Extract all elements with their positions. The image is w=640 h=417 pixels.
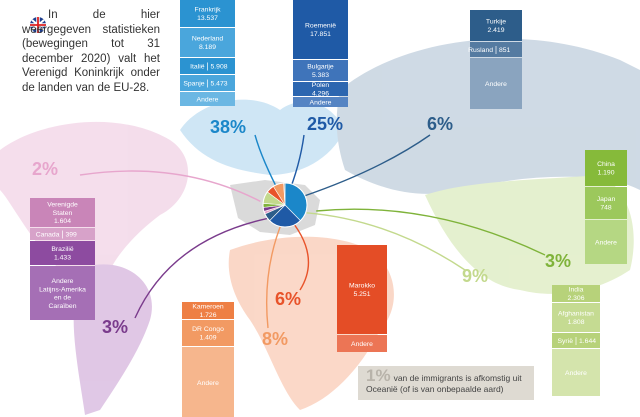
country-name: Verenigde Staten bbox=[47, 201, 78, 216]
region-share: 2% bbox=[32, 159, 58, 179]
country-value: 2.419 bbox=[487, 27, 504, 34]
oceania-text: van de immigrants is afkomstig uit Ocean… bbox=[366, 373, 522, 394]
arrow bbox=[266, 219, 284, 329]
region-share: 6% bbox=[275, 289, 301, 309]
box-row bbox=[180, 0, 235, 27]
arrow bbox=[306, 212, 466, 271]
region-share: 8% bbox=[262, 329, 288, 349]
box-row bbox=[470, 58, 522, 109]
country-name: Andere bbox=[197, 96, 219, 103]
box-row bbox=[293, 60, 348, 81]
country-name: Syrië bbox=[558, 338, 574, 345]
region-share: 9% bbox=[462, 266, 488, 286]
country-value: 5.908 bbox=[211, 63, 228, 70]
country-value: 8.189 bbox=[199, 44, 216, 51]
country-name: Nederland bbox=[192, 36, 224, 43]
box-row bbox=[552, 303, 600, 332]
country-name: Brazilië bbox=[51, 246, 74, 253]
box-row bbox=[182, 347, 234, 417]
arrow bbox=[302, 134, 431, 198]
note: In de hier weergegeven statistieken (bew… bbox=[22, 8, 160, 95]
country-name: Andere bbox=[485, 81, 507, 88]
country-name: Andere Latijns-Amerika en de Caraïben bbox=[39, 278, 86, 310]
box-row bbox=[585, 150, 627, 186]
region-share: 25% bbox=[307, 114, 343, 134]
country-value: 1.409 bbox=[199, 334, 216, 341]
box-row bbox=[337, 245, 387, 334]
arrow bbox=[134, 217, 268, 319]
country-name: Rusland bbox=[468, 47, 493, 54]
arrow bbox=[316, 208, 546, 256]
box-row bbox=[552, 285, 600, 302]
region-share: 6% bbox=[427, 114, 453, 134]
arrow bbox=[79, 170, 261, 203]
country-name: India bbox=[569, 287, 584, 294]
country-value: 851 bbox=[499, 47, 511, 54]
country-name: Andere bbox=[310, 99, 332, 106]
country-name: Polen bbox=[312, 82, 330, 89]
country-name: Roemenië bbox=[305, 23, 336, 30]
box-row bbox=[180, 92, 235, 106]
pie bbox=[262, 182, 308, 228]
uk-flag bbox=[30, 17, 46, 33]
country-value: 1.433 bbox=[54, 254, 71, 261]
country-name: Japan bbox=[597, 196, 616, 203]
country-name: Andere bbox=[197, 380, 219, 387]
country-name: Kameroen bbox=[192, 304, 224, 311]
country-name: Andere bbox=[351, 341, 373, 348]
country-name: Canada bbox=[36, 231, 60, 238]
box-row bbox=[337, 335, 387, 352]
box-row bbox=[470, 10, 522, 41]
box-row bbox=[585, 220, 627, 264]
country-name: DR Congo bbox=[192, 326, 224, 333]
country-value: 748 bbox=[600, 204, 612, 211]
box-row bbox=[180, 28, 235, 57]
country-name: Bulgarije bbox=[307, 64, 334, 71]
footnote: 1% van de immigrants is afkomstig uit Oce… bbox=[358, 366, 534, 400]
country-name: Afghanistan bbox=[558, 311, 594, 318]
box-row bbox=[182, 302, 234, 319]
country-value: 5.383 bbox=[312, 72, 329, 79]
country-value: 5.251 bbox=[353, 291, 370, 298]
box-row bbox=[293, 97, 348, 107]
oceania-share: 1% bbox=[366, 366, 391, 385]
country-name: Spanje bbox=[183, 80, 204, 87]
country-name: China bbox=[597, 161, 615, 168]
country-value: 1.726 bbox=[199, 312, 216, 319]
country-name: Turkije bbox=[486, 19, 506, 26]
country-value: 1.190 bbox=[597, 169, 614, 176]
box-row bbox=[30, 198, 95, 227]
country-value: 5.473 bbox=[211, 80, 228, 87]
box-row bbox=[30, 241, 95, 265]
country-value: 1.604 bbox=[54, 218, 71, 225]
country-value: 17.851 bbox=[310, 31, 331, 38]
box-row bbox=[293, 0, 348, 59]
region-share: 38% bbox=[210, 117, 246, 137]
pie-outline bbox=[262, 182, 308, 228]
country-name: Andere bbox=[595, 239, 617, 246]
country-name: Marokko bbox=[349, 283, 375, 290]
box-row bbox=[182, 320, 234, 346]
country-value: 399 bbox=[66, 231, 78, 238]
country-name: Italië bbox=[190, 63, 205, 70]
box-row bbox=[585, 187, 627, 219]
note-text: In de hier weergegeven statistieken (bew… bbox=[22, 9, 160, 94]
country-value: 1.808 bbox=[567, 319, 584, 326]
country-value: 13.537 bbox=[197, 15, 218, 22]
country-value: 4.296 bbox=[312, 90, 329, 97]
country-name: Andere bbox=[565, 370, 587, 377]
box-row bbox=[293, 82, 348, 96]
country-name: Frankrijk bbox=[194, 7, 221, 14]
region-share: 3% bbox=[102, 317, 128, 337]
country-value: 2.306 bbox=[567, 295, 584, 302]
box-row bbox=[30, 266, 95, 320]
region-share: 3% bbox=[545, 251, 571, 271]
box-row bbox=[552, 349, 600, 396]
country-value: 1.644 bbox=[579, 338, 596, 345]
